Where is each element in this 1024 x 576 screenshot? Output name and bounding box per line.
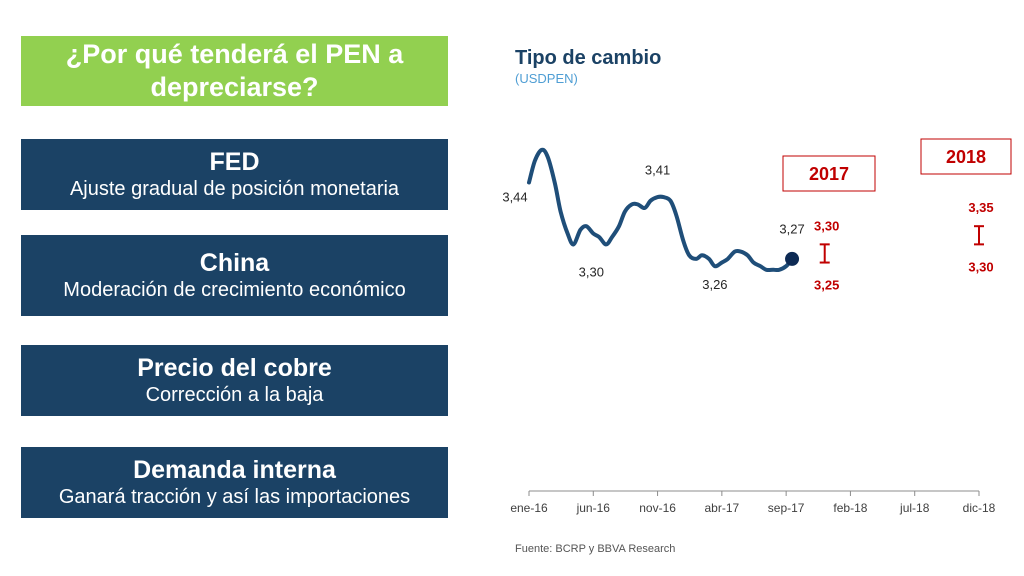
x-tick-label: ene-16 [510,501,548,515]
chart-subtitle: (USDPEN) [515,71,578,86]
forecast-year-label: 2017 [809,164,849,184]
x-tick-label: nov-16 [639,501,676,515]
data-label: 3,44 [502,189,527,204]
slide-title: ¿Por qué tenderá el PEN a depreciarse? [21,36,448,106]
factor-heading: Precio del cobre [137,354,332,382]
chart-title: Tipo de cambio [515,47,662,69]
factor-box-fed: FED Ajuste gradual de posición monetaria [21,139,448,210]
factor-description: Moderación de crecimiento económico [63,279,406,301]
factor-heading: FED [209,148,260,176]
source-note: Fuente: BCRP y BBVA Research [515,543,676,555]
factor-description: Corrección a la baja [145,384,324,406]
factor-description: Ganará tracción y así las importaciones [58,486,411,508]
factor-box-copper: Precio del cobre Corrección a la baja [21,345,448,416]
data-label: 3,30 [579,264,604,279]
factor-heading: Demanda interna [133,456,336,484]
factor-box-china: China Moderación de crecimiento económic… [21,235,448,316]
x-tick-label: dic-18 [963,501,996,515]
data-label: 3,27 [779,221,804,236]
forecast-year-box [782,155,876,192]
factor-box-domestic-demand: Demanda interna Ganará tracción y así la… [21,447,448,518]
x-tick-label: jul-18 [899,501,930,515]
x-tick-label: sep-17 [768,501,805,515]
series-line [527,147,794,273]
forecast-low-label: 3,25 [814,278,839,293]
forecast-year-box [920,138,1012,175]
x-tick-label: jun-16 [576,501,611,515]
x-tick-label: abr-17 [705,501,740,515]
data-label: 3,41 [645,162,670,177]
data-label: 3,26 [702,277,727,292]
forecast-low-label: 3,30 [968,259,993,274]
factor-heading: China [199,249,270,277]
last-point-marker [785,251,800,266]
x-tick-label: feb-18 [833,501,867,515]
slide-title-text: ¿Por qué tenderá el PEN a depreciarse? [65,39,404,102]
factor-description: Ajuste gradual de posición monetaria [69,178,400,200]
forecast-high-label: 3,30 [814,218,839,233]
forecast-year-label: 2018 [946,147,986,167]
forecast-high-label: 3,35 [968,200,993,215]
